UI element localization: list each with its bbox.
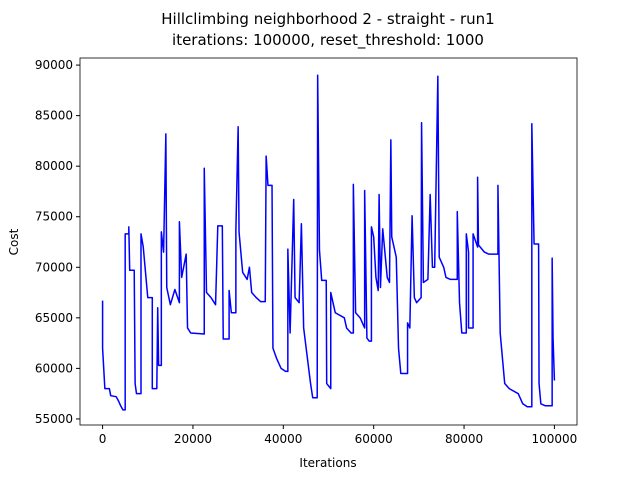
y-tick-label: 65000 <box>35 311 73 325</box>
plot-frame <box>79 57 578 426</box>
y-tick-label: 90000 <box>35 58 73 72</box>
line-series <box>101 74 556 411</box>
y-tick-label: 75000 <box>35 210 73 224</box>
y-tick-label: 70000 <box>35 260 73 274</box>
x-tick-label: 0 <box>99 432 107 446</box>
x-tick-label: 60000 <box>355 432 393 446</box>
x-tick-label: 20000 <box>174 432 212 446</box>
x-axis-label: Iterations <box>299 456 356 470</box>
y-tick-label: 55000 <box>35 412 73 426</box>
chart-title: Hillclimbing neighborhood 2 - straight -… <box>161 10 494 28</box>
y-axis-label: Cost <box>7 228 21 255</box>
y-tick-label: 85000 <box>35 109 73 123</box>
x-tick-label: 100000 <box>532 432 578 446</box>
x-tick-label: 40000 <box>264 432 302 446</box>
y-tick-label: 60000 <box>35 361 73 375</box>
y-tick-label: 80000 <box>35 159 73 173</box>
chart-subtitle: iterations: 100000, reset_threshold: 100… <box>172 31 484 50</box>
x-tick-label: 80000 <box>445 432 483 446</box>
